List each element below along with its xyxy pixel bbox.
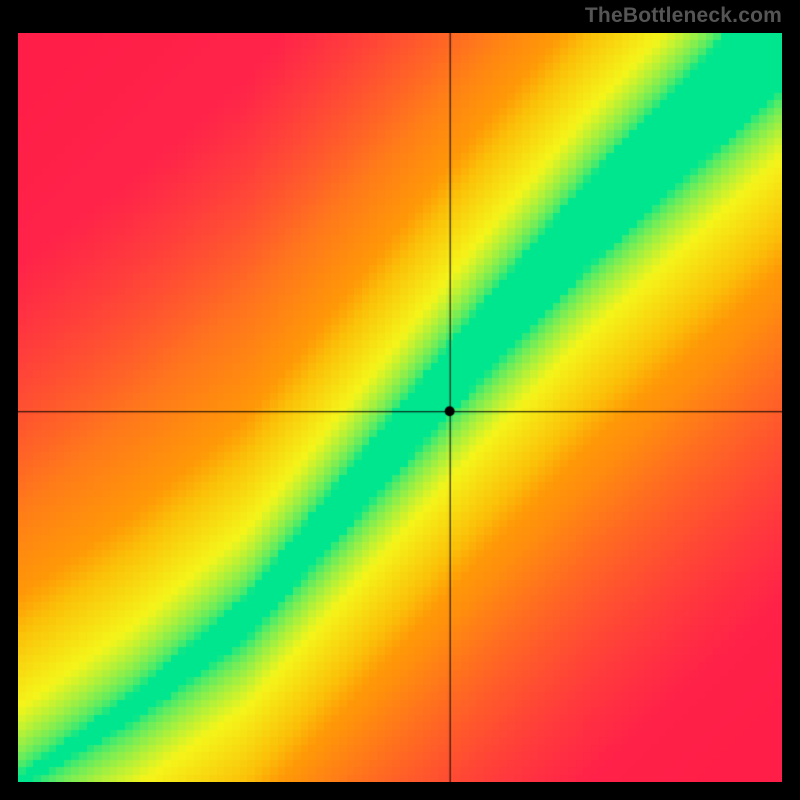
watermark-text: TheBottleneck.com (585, 4, 782, 28)
bottleneck-heatmap (18, 33, 782, 782)
heatmap-canvas (18, 33, 782, 782)
